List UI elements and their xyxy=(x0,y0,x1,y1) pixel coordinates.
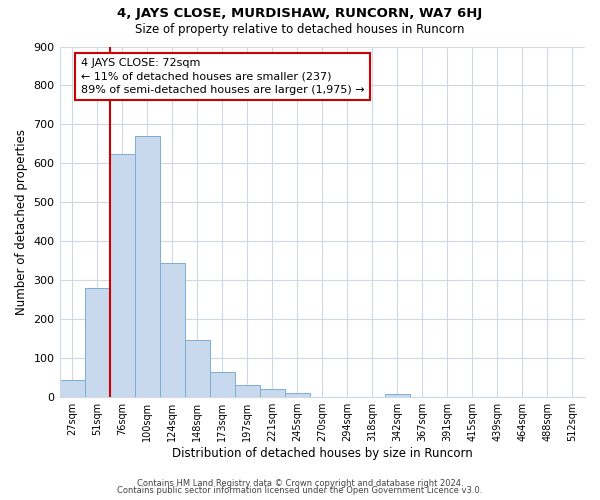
Bar xyxy=(235,384,260,397)
Text: 4 JAYS CLOSE: 72sqm
← 11% of detached houses are smaller (237)
89% of semi-detac: 4 JAYS CLOSE: 72sqm ← 11% of detached ho… xyxy=(81,58,364,94)
Bar xyxy=(134,136,160,397)
Bar xyxy=(260,390,285,397)
Text: Contains public sector information licensed under the Open Government Licence v3: Contains public sector information licen… xyxy=(118,486,482,495)
Text: Size of property relative to detached houses in Runcorn: Size of property relative to detached ho… xyxy=(135,22,465,36)
Bar xyxy=(209,372,235,397)
Bar xyxy=(160,263,185,397)
Bar xyxy=(385,394,410,397)
Y-axis label: Number of detached properties: Number of detached properties xyxy=(15,129,28,315)
Bar xyxy=(285,392,310,397)
Bar xyxy=(185,340,209,397)
X-axis label: Distribution of detached houses by size in Runcorn: Distribution of detached houses by size … xyxy=(172,447,473,460)
Text: 4, JAYS CLOSE, MURDISHAW, RUNCORN, WA7 6HJ: 4, JAYS CLOSE, MURDISHAW, RUNCORN, WA7 6… xyxy=(118,8,482,20)
Bar xyxy=(85,288,110,397)
Bar xyxy=(59,380,85,397)
Bar xyxy=(110,154,134,397)
Text: Contains HM Land Registry data © Crown copyright and database right 2024.: Contains HM Land Registry data © Crown c… xyxy=(137,478,463,488)
